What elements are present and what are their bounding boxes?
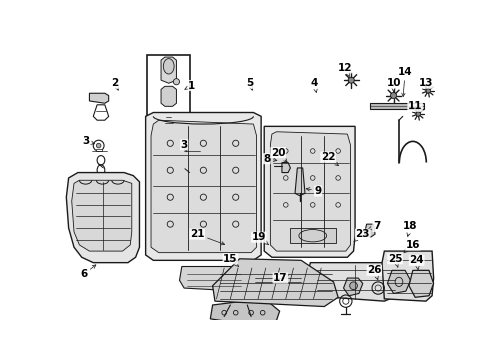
Polygon shape xyxy=(365,224,375,237)
Polygon shape xyxy=(210,301,280,324)
Polygon shape xyxy=(388,270,411,293)
Polygon shape xyxy=(295,168,305,195)
Ellipse shape xyxy=(163,59,174,74)
Text: 14: 14 xyxy=(398,67,413,96)
Polygon shape xyxy=(270,132,350,251)
Ellipse shape xyxy=(242,285,248,291)
Ellipse shape xyxy=(173,78,179,85)
Polygon shape xyxy=(282,163,291,172)
Polygon shape xyxy=(66,172,140,263)
Polygon shape xyxy=(382,251,434,301)
Ellipse shape xyxy=(426,89,431,93)
Polygon shape xyxy=(151,120,257,253)
Ellipse shape xyxy=(299,230,326,242)
Polygon shape xyxy=(264,126,355,257)
Text: 20: 20 xyxy=(271,148,287,162)
Polygon shape xyxy=(307,263,400,301)
Text: 9: 9 xyxy=(306,186,321,196)
Ellipse shape xyxy=(391,93,397,99)
Text: 13: 13 xyxy=(418,78,433,89)
Polygon shape xyxy=(343,278,363,296)
Text: 12: 12 xyxy=(338,63,352,76)
Bar xyxy=(188,149,194,151)
Text: 8: 8 xyxy=(263,154,277,164)
Text: 22: 22 xyxy=(321,152,339,166)
Text: 15: 15 xyxy=(223,254,239,266)
Text: 1: 1 xyxy=(185,81,196,91)
Polygon shape xyxy=(179,266,247,291)
Text: 2: 2 xyxy=(111,78,119,90)
Bar xyxy=(370,103,424,109)
Polygon shape xyxy=(161,57,176,83)
Text: 21: 21 xyxy=(190,229,224,245)
Text: 23: 23 xyxy=(354,229,370,242)
Ellipse shape xyxy=(189,143,194,148)
Text: 17: 17 xyxy=(273,273,289,283)
Polygon shape xyxy=(146,112,261,260)
Polygon shape xyxy=(89,93,109,103)
Text: 25: 25 xyxy=(388,254,402,267)
Bar xyxy=(96,149,102,151)
Polygon shape xyxy=(224,278,253,306)
Polygon shape xyxy=(213,259,338,306)
Text: 19: 19 xyxy=(252,232,269,244)
Polygon shape xyxy=(409,270,434,297)
Ellipse shape xyxy=(350,282,357,289)
Polygon shape xyxy=(161,86,176,106)
Bar xyxy=(147,55,190,143)
Text: 7: 7 xyxy=(368,221,380,231)
Ellipse shape xyxy=(348,77,354,83)
Ellipse shape xyxy=(230,293,238,301)
Text: 26: 26 xyxy=(367,265,382,280)
Polygon shape xyxy=(249,265,307,289)
Ellipse shape xyxy=(416,112,420,116)
Text: 10: 10 xyxy=(386,78,401,92)
Text: 3: 3 xyxy=(82,136,95,146)
Text: 24: 24 xyxy=(409,255,424,270)
Text: 16: 16 xyxy=(404,240,420,253)
Text: 18: 18 xyxy=(403,221,418,237)
Ellipse shape xyxy=(97,143,101,148)
Text: 3: 3 xyxy=(180,140,188,152)
Text: 11: 11 xyxy=(408,101,422,112)
Text: 6: 6 xyxy=(80,265,96,279)
Polygon shape xyxy=(72,180,132,251)
Text: 5: 5 xyxy=(246,78,253,90)
Bar xyxy=(290,228,336,243)
Text: 4: 4 xyxy=(311,78,318,93)
